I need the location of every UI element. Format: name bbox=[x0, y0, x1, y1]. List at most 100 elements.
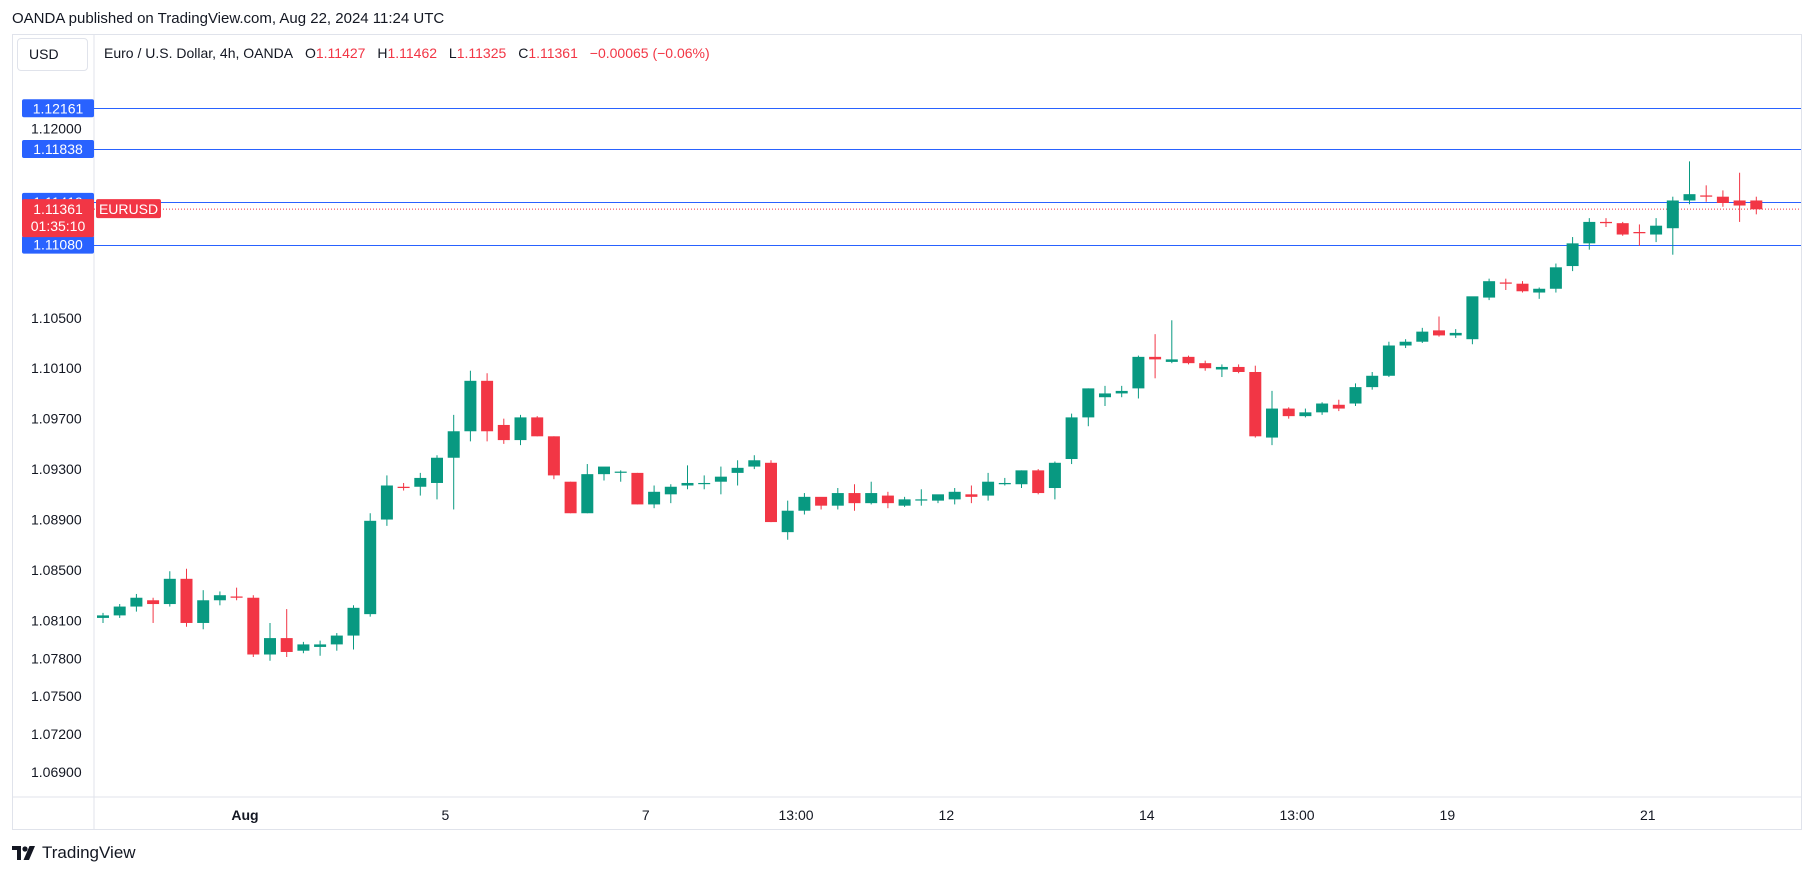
candle-body bbox=[731, 467, 744, 473]
candle-body bbox=[1332, 404, 1345, 409]
open-key: O bbox=[304, 45, 316, 61]
level-price-tag[interactable] bbox=[22, 99, 94, 118]
candle-body bbox=[1199, 363, 1212, 369]
price-tick-label: 1.10500 bbox=[31, 310, 82, 326]
candle-body bbox=[1299, 412, 1312, 417]
price-tick-label: 1.08900 bbox=[31, 512, 82, 528]
candle-body bbox=[1566, 243, 1579, 267]
candle-body bbox=[581, 474, 594, 514]
level-price-tag[interactable] bbox=[22, 140, 94, 159]
candle-body bbox=[1416, 331, 1429, 342]
candle-body bbox=[147, 600, 160, 605]
candle-body bbox=[213, 595, 226, 601]
candle-body bbox=[1232, 366, 1245, 372]
candle-body bbox=[698, 482, 711, 485]
candle-body bbox=[330, 635, 343, 645]
tradingview-logo-icon bbox=[12, 846, 35, 860]
candle-body bbox=[1666, 200, 1679, 229]
candle-body bbox=[1266, 408, 1278, 438]
last-price-tag[interactable] bbox=[22, 199, 94, 238]
candle-body bbox=[1099, 393, 1111, 398]
candle-body bbox=[1533, 288, 1546, 293]
level-price-label: 1.12161 bbox=[33, 100, 84, 116]
candle-body bbox=[1165, 359, 1178, 362]
change-value: −0.00065 (−0.06%) bbox=[589, 45, 710, 61]
level-price-label: 1.11838 bbox=[33, 141, 83, 157]
candle-body bbox=[1382, 345, 1395, 376]
candle-body bbox=[932, 494, 944, 501]
open-value: 1.11427 bbox=[315, 45, 366, 61]
candle-body bbox=[347, 607, 360, 636]
candle-body bbox=[1032, 470, 1045, 494]
candle-body bbox=[264, 638, 276, 655]
candle-body bbox=[1215, 366, 1228, 370]
symbol-tag-label: EURUSD bbox=[99, 201, 158, 217]
candle-body bbox=[1433, 330, 1445, 336]
price-tick-label: 1.10100 bbox=[31, 360, 82, 376]
time-tick-label: 12 bbox=[939, 807, 955, 823]
high-key: H bbox=[377, 45, 388, 61]
time-tick-label: Aug bbox=[231, 807, 258, 823]
candle-body bbox=[1065, 417, 1078, 460]
candlestick-series bbox=[97, 161, 1763, 661]
candle-body bbox=[1015, 470, 1028, 485]
time-tick-label: 7 bbox=[642, 807, 650, 823]
candle-body bbox=[564, 481, 577, 514]
candle-body bbox=[97, 615, 109, 618]
candle-body bbox=[881, 495, 894, 504]
candle-body bbox=[280, 638, 293, 652]
level-price-label: 1.11080 bbox=[33, 237, 83, 253]
candle-body bbox=[1132, 356, 1145, 389]
candle-body bbox=[1082, 388, 1095, 418]
candle-body bbox=[314, 644, 327, 647]
time-tick-label: 5 bbox=[441, 807, 449, 823]
time-tick-label: 13:00 bbox=[1280, 807, 1315, 823]
candle-body bbox=[497, 424, 510, 441]
price-tick-label: 1.08100 bbox=[31, 612, 82, 628]
published-by-text: OANDA published on TradingView.com, Aug … bbox=[12, 10, 445, 27]
chart-frame bbox=[12, 34, 1802, 830]
price-tick-label: 1.07500 bbox=[31, 688, 82, 704]
price-tick-label: 1.06900 bbox=[31, 764, 82, 780]
candle-body bbox=[948, 491, 961, 500]
candle-body bbox=[1316, 403, 1329, 413]
candle-body bbox=[1349, 387, 1362, 404]
candle-body bbox=[431, 457, 443, 483]
symbol-tag bbox=[96, 199, 161, 219]
currency-button[interactable]: USD bbox=[17, 38, 88, 71]
candle-body bbox=[1600, 221, 1612, 224]
last-price-label: 1.11361 bbox=[33, 201, 83, 217]
candle-body bbox=[1466, 296, 1479, 340]
candle-body bbox=[180, 578, 193, 623]
candle-body bbox=[865, 493, 878, 504]
candle-body bbox=[197, 600, 210, 623]
candle-body bbox=[447, 431, 460, 458]
candle-body bbox=[1733, 200, 1746, 206]
candle-body bbox=[247, 597, 260, 655]
candle-body bbox=[464, 380, 477, 432]
bar-countdown-label: 01:35:10 bbox=[31, 218, 86, 234]
candle-body bbox=[714, 476, 727, 482]
time-axis[interactable]: Aug 5 7 13:00 12 14 13:00 19 21 bbox=[231, 807, 1655, 823]
candle-body bbox=[648, 491, 661, 505]
price-axis[interactable]: 1.125001.120001.105001.101001.097001.093… bbox=[31, 58, 82, 780]
candle-body bbox=[614, 471, 627, 473]
price-tick-label: 1.12000 bbox=[31, 121, 82, 137]
level-price-tag[interactable] bbox=[22, 235, 94, 254]
price-tick-label: 1.07800 bbox=[31, 650, 82, 666]
symbol-legend: Euro / U.S. Dollar, 4h, OANDA O1.11427 H… bbox=[104, 45, 718, 61]
high-value: 1.11462 bbox=[387, 45, 438, 61]
time-tick-label: 13:00 bbox=[779, 807, 814, 823]
candle-body bbox=[1182, 356, 1195, 364]
candle-body bbox=[815, 496, 828, 506]
tradingview-brand[interactable]: TradingView bbox=[12, 843, 136, 863]
candle-body bbox=[130, 597, 143, 607]
candle-body bbox=[1516, 283, 1529, 292]
low-key: L bbox=[448, 45, 457, 61]
candle-body bbox=[1048, 462, 1061, 489]
candle-body bbox=[982, 481, 995, 496]
candle-body bbox=[230, 596, 243, 598]
candle-body bbox=[514, 417, 527, 441]
price-tick-label: 1.09300 bbox=[31, 461, 82, 477]
